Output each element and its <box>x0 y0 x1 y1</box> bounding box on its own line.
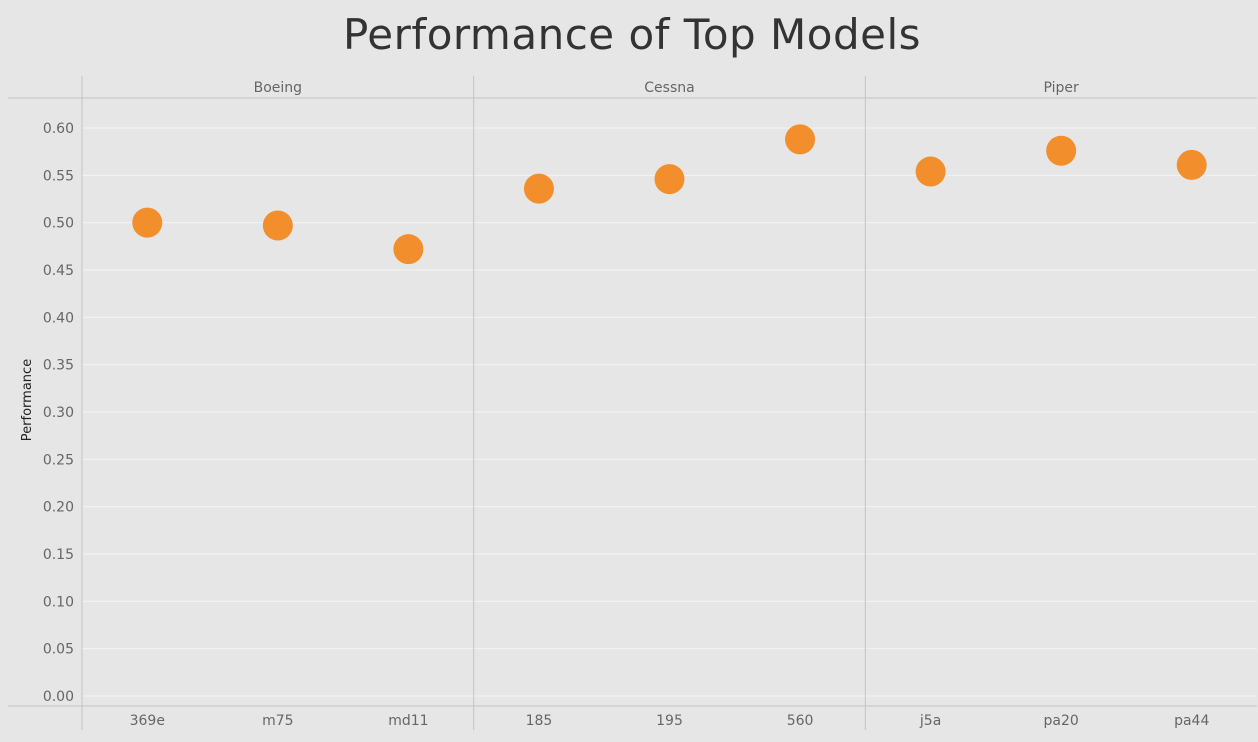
facet-label: Cessna <box>644 80 694 96</box>
data-points <box>132 124 1207 265</box>
data-point <box>523 173 554 204</box>
y-tick-label: 0.35 <box>43 358 74 374</box>
data-point <box>1046 135 1077 166</box>
y-tick-label: 0.55 <box>43 168 74 184</box>
y-tick-label: 0.15 <box>43 547 74 563</box>
x-tick-label: 369e <box>130 713 165 729</box>
facet-headers: Boeing Cessna Piper <box>254 80 1079 96</box>
facet-label: Boeing <box>254 80 302 96</box>
y-tick-label: 0.10 <box>43 594 74 610</box>
x-tick-label: j5a <box>919 713 941 729</box>
data-point <box>393 234 424 265</box>
x-tick-label: 195 <box>656 713 683 729</box>
y-tick-label: 0.20 <box>43 500 74 516</box>
x-tick-label: 560 <box>787 713 814 729</box>
y-tick-label: 0.60 <box>43 121 74 137</box>
x-tick-label: 185 <box>526 713 553 729</box>
chart-frame <box>8 76 1257 730</box>
y-tick-label: 0.40 <box>43 310 74 326</box>
facet-label: Piper <box>1044 80 1080 96</box>
x-tick-label: pa44 <box>1174 713 1209 729</box>
x-tick-label: md11 <box>388 713 428 729</box>
chart-title: Performance of Top Models <box>342 10 922 59</box>
y-tick-label: 0.50 <box>43 216 74 232</box>
y-axis: Performance 0.00 0.05 0.10 0.15 0.20 0.25 0.30… <box>20 121 74 705</box>
gridlines <box>82 127 1257 697</box>
data-point <box>132 207 163 238</box>
data-point <box>1176 149 1207 180</box>
data-point <box>785 124 816 155</box>
y-tick-label: 0.30 <box>43 405 74 421</box>
y-tick-label: 0.45 <box>43 263 74 279</box>
data-point <box>915 156 946 187</box>
y-tick-label: 0.00 <box>43 689 74 705</box>
data-point <box>262 210 293 241</box>
data-point <box>654 164 685 195</box>
x-axis: 369e m75 md11 185 195 560 j5a pa20 pa44 <box>130 713 1210 729</box>
y-tick-label: 0.25 <box>43 452 74 468</box>
x-tick-label: pa20 <box>1044 713 1079 729</box>
x-tick-label: m75 <box>262 713 293 729</box>
y-tick-label: 0.05 <box>43 642 74 658</box>
y-axis-title: Performance <box>20 359 35 441</box>
